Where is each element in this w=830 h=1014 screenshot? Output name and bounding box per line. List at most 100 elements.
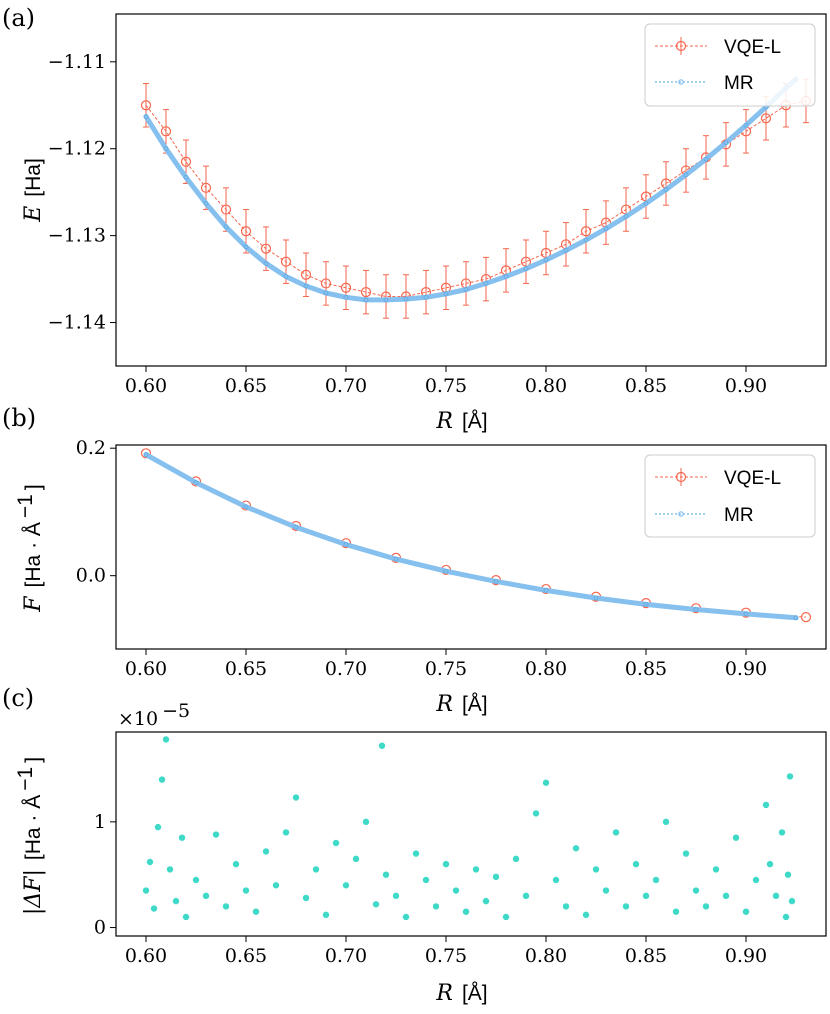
scatter-point [512,855,520,863]
scatter-point [412,850,420,857]
x-tick-label: 0.85 [625,658,667,680]
panel-c-ylabel-sup: −1 [14,767,37,791]
data-point [140,448,152,459]
scatter-point [332,839,340,847]
scatter-point [162,736,170,743]
series-line [143,76,799,303]
panel-a-x-ticks: 0.60 0.65 0.70 0.75 0.80 0.85 0.90 [125,366,767,397]
scatter-point [766,860,774,868]
x-tick-label: 0.60 [125,658,167,680]
data-point [200,182,212,193]
panel-b-ylabel-unit: [Ha · Å [22,522,45,587]
panel-b-plot-area [140,448,812,623]
legend-b-vqe-label: VQE-L [724,468,781,489]
scatter-point [302,894,310,902]
scatter-point [202,892,210,900]
panel-b-legend-box [644,454,816,538]
panel-a-label: (a) [2,4,35,32]
data-point [183,174,189,180]
data-point [563,248,569,253]
scatter-point [212,831,220,838]
data-point [360,287,372,298]
panel-b: (b) 0.60 0.65 0.70 0.75 0.80 0.85 0.90 0.20.0 … [2,404,827,717]
scatter-point [372,901,380,908]
data-point [283,274,289,279]
x-tick-label: 0.80 [525,658,567,680]
scatter-point [752,876,760,884]
scatter-point [532,810,540,817]
scatter-point [362,818,370,826]
panel-a-ylabel-var: E [21,206,46,223]
panel-b-x-ticks: 0.60 0.65 0.70 0.75 0.80 0.85 0.90 [125,649,767,680]
data-point [683,172,689,178]
scatter-point [702,903,710,910]
scatter-point [292,794,300,801]
scatter-point [492,873,500,881]
data-point [583,237,589,243]
scatter-point [382,871,390,878]
scatter-point [378,742,386,749]
panel-b-xlabel-unit: [Å] [462,693,488,716]
panel-a: (a) 0.60 0.65 0.70 0.75 0.80 0.85 0.90 −1.11−1… [2,4,827,434]
data-point [463,287,469,292]
data-point [580,226,592,237]
panel-b-xlabel-var: R [435,692,453,717]
data-point [383,297,389,303]
scatter-point [552,876,560,884]
panel-c-x-ticks: 0.60 0.65 0.70 0.75 0.80 0.85 0.90 [125,936,767,967]
scatter-point [582,911,590,919]
y-tick-label: −1.12 [48,138,106,160]
x-tick-label: 0.90 [725,375,767,397]
panel-c-xlabel-var: R [435,981,453,1006]
scatter-point [178,834,186,841]
panel-c: (c) ×10 −5 0.60 0.65 0.70 0.75 0.80 0.85 0.90 … [2,684,827,1006]
x-tick-label: 0.60 [125,945,167,967]
scatter-point [762,801,770,809]
panel-b-ylabel: F [Ha · Å −1 ] [14,484,46,612]
x-tick-label: 0.75 [425,658,467,680]
panel-c-y-ticks: 10 [94,811,116,939]
x-tick-label: 0.85 [625,375,667,397]
scatter-point [502,913,510,921]
y-tick-label: 0.0 [76,565,106,587]
data-point [663,187,669,192]
scatter-point [462,908,470,915]
panel-b-label: (b) [2,404,36,432]
scatter-point [146,858,154,866]
panel-a-y-ticks: −1.11 −1.12 −1.13 −1.14 [48,51,116,334]
scatter-point [222,903,230,910]
data-point [163,146,169,152]
data-point [143,452,149,457]
scatter-point [154,823,162,831]
data-point [240,226,252,237]
data-point [603,226,609,232]
y-tick-label: −1.13 [48,225,106,247]
x-tick-label: 0.65 [225,945,267,967]
panel-c-scale-label: ×10 −5 [118,700,190,730]
data-point [223,224,229,230]
scatter-point [242,887,250,894]
y-tick-label: 0.2 [76,437,106,459]
x-tick-label: 0.80 [525,375,567,397]
data-point [503,274,509,279]
scatter-point [784,871,792,878]
data-point [493,579,499,584]
data-point [193,480,199,486]
x-tick-label: 0.65 [225,375,267,397]
data-point [243,244,249,250]
data-point [743,611,749,617]
panel-a-legend: VQE-L MR [644,23,816,107]
data-point [300,269,312,280]
x-tick-label: 0.65 [225,658,267,680]
panel-b-legend: VQE-L MR [644,454,816,538]
data-point [483,281,489,286]
data-point [340,282,352,293]
data-point [403,296,409,302]
data-point [263,261,269,266]
scatter-point [166,866,174,873]
scatter-point [772,892,780,900]
x-tick-label: 0.70 [325,945,367,967]
data-point [643,601,649,607]
data-point [800,612,812,623]
